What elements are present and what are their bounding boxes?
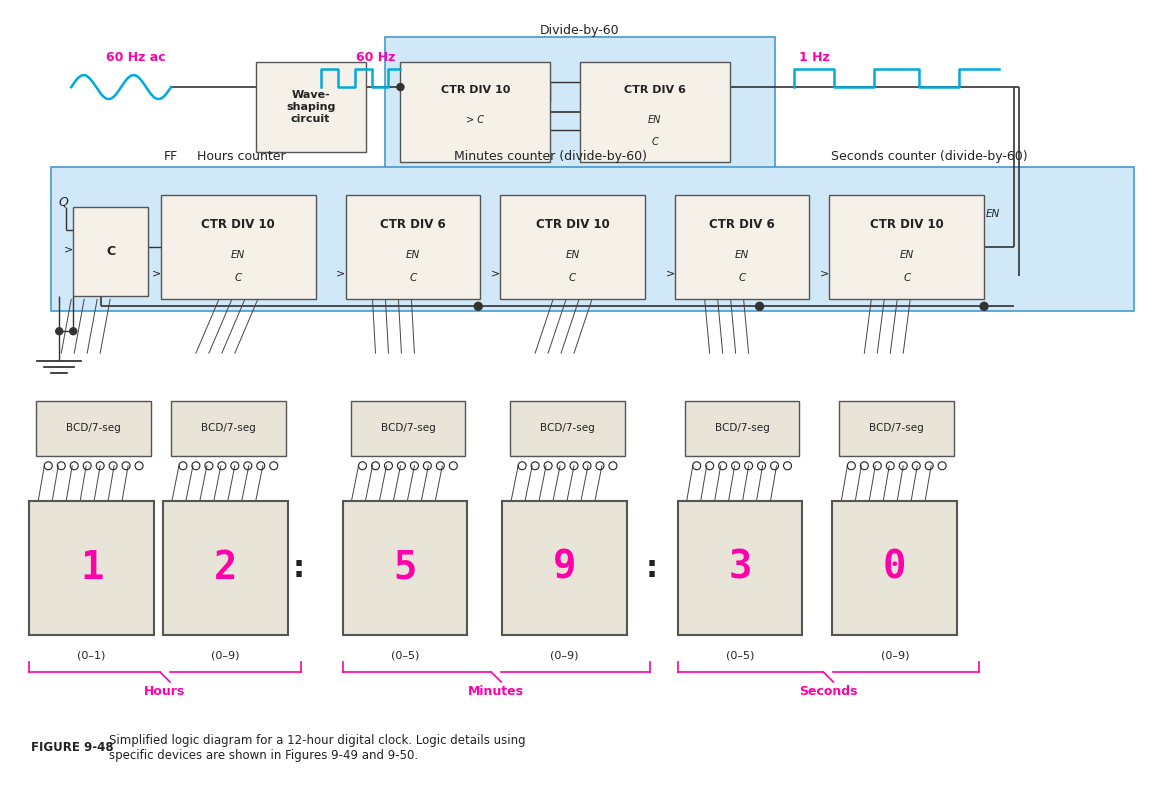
Text: CTR DIV 10: CTR DIV 10	[201, 218, 276, 230]
Circle shape	[56, 327, 63, 335]
FancyBboxPatch shape	[345, 195, 480, 299]
Text: (0–9): (0–9)	[550, 650, 579, 660]
FancyBboxPatch shape	[502, 501, 627, 635]
Text: 1: 1	[80, 549, 104, 587]
Text: 3: 3	[728, 549, 751, 587]
FancyBboxPatch shape	[580, 62, 729, 162]
Text: C: C	[569, 274, 576, 283]
Text: Hours: Hours	[144, 686, 186, 698]
Text: >: >	[665, 268, 675, 278]
Text: BCD/7-seg: BCD/7-seg	[380, 423, 435, 433]
FancyBboxPatch shape	[73, 206, 148, 297]
FancyBboxPatch shape	[400, 62, 550, 162]
FancyBboxPatch shape	[678, 501, 802, 635]
Text: C: C	[651, 137, 658, 147]
Text: EN: EN	[735, 251, 749, 260]
Text: EN: EN	[986, 209, 1000, 218]
Text: >: >	[491, 268, 500, 278]
Text: Minutes: Minutes	[469, 686, 525, 698]
Text: CTR DIV 6: CTR DIV 6	[709, 218, 775, 230]
Text: 2: 2	[214, 549, 237, 587]
Text: >: >	[820, 268, 829, 278]
Text: > C: > C	[466, 115, 484, 125]
Text: (0–9): (0–9)	[212, 650, 240, 660]
Text: 5: 5	[393, 549, 416, 587]
Text: >: >	[64, 244, 73, 255]
Text: EN: EN	[565, 251, 579, 260]
FancyBboxPatch shape	[385, 37, 775, 172]
Circle shape	[397, 84, 404, 91]
Circle shape	[475, 302, 483, 310]
Text: FF: FF	[164, 150, 178, 163]
FancyBboxPatch shape	[160, 195, 315, 299]
Text: BCD/7-seg: BCD/7-seg	[715, 423, 770, 433]
Text: EN: EN	[406, 251, 420, 260]
Text: (0–5): (0–5)	[726, 650, 755, 660]
Circle shape	[756, 302, 764, 310]
Text: BCD/7-seg: BCD/7-seg	[540, 423, 595, 433]
FancyBboxPatch shape	[29, 501, 154, 635]
Text: 9: 9	[552, 549, 576, 587]
Text: C: C	[235, 274, 242, 283]
Text: C: C	[106, 245, 115, 258]
Text: 1 Hz: 1 Hz	[799, 51, 830, 64]
FancyBboxPatch shape	[171, 401, 286, 456]
Text: C: C	[739, 274, 745, 283]
Text: Simplified logic diagram for a 12-hour digital clock. Logic details using
specif: Simplified logic diagram for a 12-hour d…	[109, 734, 526, 762]
Text: C: C	[409, 274, 416, 283]
Text: FIGURE 9-48: FIGURE 9-48	[31, 741, 114, 755]
Text: CTR DIV 6: CTR DIV 6	[380, 218, 445, 230]
Text: 60 Hz: 60 Hz	[356, 51, 395, 64]
Text: Seconds counter (divide-by-60): Seconds counter (divide-by-60)	[830, 150, 1027, 163]
FancyBboxPatch shape	[833, 501, 957, 635]
Text: Hours counter: Hours counter	[197, 150, 285, 163]
FancyBboxPatch shape	[256, 62, 365, 152]
Text: 60 Hz ac: 60 Hz ac	[106, 51, 166, 64]
Text: BCD/7-seg: BCD/7-seg	[870, 423, 925, 433]
Text: EN: EN	[900, 251, 914, 260]
Text: EN: EN	[231, 251, 245, 260]
Text: CTR DIV 10: CTR DIV 10	[870, 218, 943, 230]
Text: 0: 0	[883, 549, 906, 587]
Circle shape	[980, 302, 989, 310]
Text: BCD/7-seg: BCD/7-seg	[201, 423, 256, 433]
Text: C: C	[904, 274, 911, 283]
Text: (0–1): (0–1)	[78, 650, 106, 660]
FancyBboxPatch shape	[829, 195, 984, 299]
Text: CTR DIV 10: CTR DIV 10	[441, 85, 509, 95]
Text: :: :	[645, 554, 658, 583]
FancyBboxPatch shape	[51, 167, 1134, 312]
Text: Wave-
shaping
circuit: Wave- shaping circuit	[286, 90, 335, 123]
FancyBboxPatch shape	[163, 501, 287, 635]
FancyBboxPatch shape	[511, 401, 625, 456]
FancyBboxPatch shape	[343, 501, 468, 635]
Text: EN: EN	[648, 115, 662, 125]
Text: (0–9): (0–9)	[880, 650, 909, 660]
FancyBboxPatch shape	[36, 401, 151, 456]
FancyBboxPatch shape	[500, 195, 644, 299]
FancyBboxPatch shape	[675, 195, 809, 299]
Text: (0–5): (0–5)	[391, 650, 419, 660]
Text: >: >	[336, 268, 345, 278]
Text: Minutes counter (divide-by-60): Minutes counter (divide-by-60)	[454, 150, 647, 163]
Text: :: :	[293, 554, 305, 583]
Text: BCD/7-seg: BCD/7-seg	[66, 423, 121, 433]
Text: CTR DIV 6: CTR DIV 6	[623, 85, 686, 95]
FancyBboxPatch shape	[685, 401, 799, 456]
FancyBboxPatch shape	[350, 401, 465, 456]
Text: Q: Q	[58, 195, 69, 208]
Text: >: >	[151, 268, 160, 278]
Text: Divide-by-60: Divide-by-60	[540, 24, 620, 37]
Text: CTR DIV 10: CTR DIV 10	[536, 218, 609, 230]
FancyBboxPatch shape	[840, 401, 954, 456]
Text: Seconds: Seconds	[799, 686, 857, 698]
Circle shape	[70, 327, 77, 335]
